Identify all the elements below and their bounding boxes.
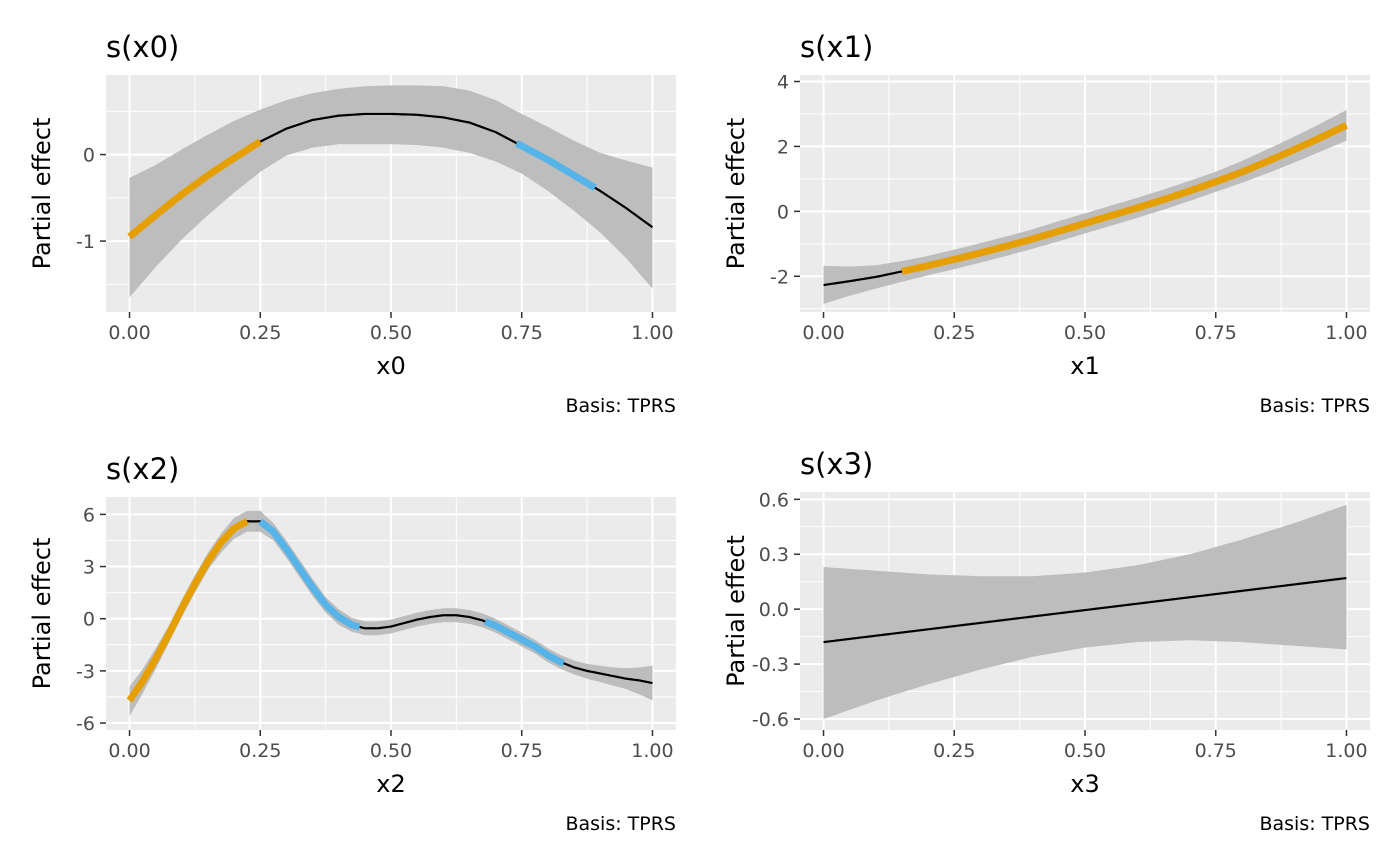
panel-title: s(x0) [106, 30, 179, 64]
y-tick-label: -0.6 [752, 709, 789, 731]
x-tick-label: 0.75 [1195, 322, 1237, 344]
y-tick-label: 3 [83, 557, 95, 579]
y-tick-label: -3 [76, 661, 95, 683]
data-layer [823, 504, 1347, 720]
x-tick-label: 0.50 [370, 322, 412, 344]
y-tick-label: 6 [83, 504, 95, 526]
panel-2: 0.00 0.25 0.50 0.75 1.00 -6 -3 0 3 6 s(x2) x2 Partia… [28, 452, 676, 835]
orange-segment [126, 518, 249, 703]
x-tick-label: 0.25 [239, 322, 281, 344]
y-tick-label: -0.3 [752, 654, 789, 676]
y-tick-label: 0.3 [759, 544, 789, 566]
blue-segment [514, 140, 597, 191]
y-tick-label: 0 [83, 609, 95, 631]
x-tick-label: 0.50 [1064, 322, 1106, 344]
fitted-line [823, 576, 1347, 644]
x-tick-label: 0.75 [501, 322, 543, 344]
x-tick-label: 0.00 [802, 740, 844, 762]
y-tick-label: 2 [777, 136, 789, 158]
x-axis-title: x2 [376, 770, 405, 798]
y-tick-label: -2 [770, 266, 789, 288]
data-layer [127, 85, 654, 298]
panel-title: s(x2) [106, 452, 179, 486]
y-axis-title: Partial effect [722, 118, 750, 270]
x-tick-label: 0.00 [802, 322, 844, 344]
confidence-ribbon [823, 110, 1347, 304]
panel-1: 0.00 0.25 0.50 0.75 1.00 -2 0 2 4 s(x1) x1 Partial … [722, 30, 1370, 417]
x-tick-label: 1.00 [631, 322, 673, 344]
panel-title: s(x1) [800, 30, 873, 64]
y-tick-label: 4 [777, 71, 789, 93]
panel-3: 0.00 0.25 0.50 0.75 1.00 -0.6 -0.3 0.0 0.3 0.6 s(x… [722, 447, 1370, 835]
y-axis-title: Partial effect [28, 118, 56, 270]
confidence-ribbon [129, 85, 653, 298]
blue-segment [483, 618, 565, 667]
x-tick-label: 1.00 [631, 740, 673, 762]
confidence-ribbon [823, 504, 1347, 720]
caption: Basis: TPRS [565, 813, 676, 835]
orange-segment [901, 122, 1348, 275]
caption: Basis: TPRS [565, 395, 676, 417]
x-tick-label: 0.25 [933, 322, 975, 344]
x-tick-label: 0.50 [370, 740, 412, 762]
y-tick-label: -1 [76, 231, 95, 253]
y-axis-title: Partial effect [28, 538, 56, 690]
x-tick-label: 0.00 [108, 740, 150, 762]
x-axis-title: x1 [1070, 352, 1099, 380]
x-tick-label: 0.00 [108, 322, 150, 344]
x-axis-title: x0 [376, 352, 405, 380]
panel-0: 0.00 0.25 0.50 0.75 1.00 -1 0 s(x0) x0 Partial ef… [28, 30, 676, 417]
orange-segment [127, 138, 263, 240]
x-tick-label: 0.75 [501, 740, 543, 762]
x-tick-label: 0.75 [1195, 740, 1237, 762]
y-tick-label: -6 [76, 713, 95, 735]
data-layer [823, 110, 1348, 304]
y-tick-label: 0.0 [759, 599, 789, 621]
y-tick-label: 0 [83, 145, 95, 167]
caption: Basis: TPRS [1259, 395, 1370, 417]
x-tick-label: 1.00 [1325, 322, 1367, 344]
x-tick-label: 0.25 [239, 740, 281, 762]
blue-segment [258, 518, 361, 631]
y-tick-label: 0 [777, 201, 789, 223]
x-axis-title: x3 [1070, 770, 1099, 798]
y-tick-label: 0.6 [759, 489, 789, 511]
x-tick-label: 0.25 [933, 740, 975, 762]
panel-title: s(x3) [800, 447, 873, 481]
x-tick-label: 1.00 [1325, 740, 1367, 762]
x-tick-label: 0.50 [1064, 740, 1106, 762]
caption: Basis: TPRS [1259, 813, 1370, 835]
y-axis-title: Partial effect [722, 535, 750, 687]
data-layer [126, 510, 653, 717]
